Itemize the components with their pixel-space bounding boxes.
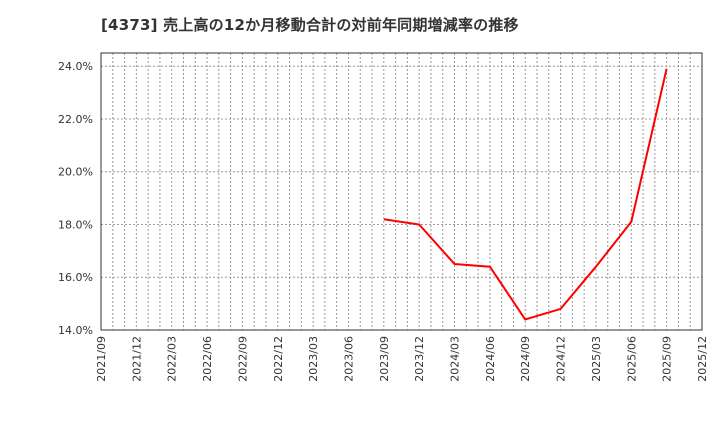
x-tick-label: 2024/12 [555,336,568,382]
chart-title: [4373] 売上高の12か月移動合計の対前年同期増減率の推移 [101,16,519,34]
x-tick-label: 2025/03 [590,336,603,382]
x-tick-label: 2022/06 [201,336,214,382]
y-tick-label: 20.0% [58,166,93,179]
series-line [383,68,668,321]
x-tick-label: 2021/09 [95,336,108,382]
grid-lines [101,53,702,330]
x-tick-label: 2025/09 [661,336,674,382]
x-tick-label: 2023/03 [307,336,320,382]
data-series [383,68,668,321]
x-axis: 2021/09 2021/12 2022/03 2022/06 2022/09 2022/… [95,336,709,382]
x-tick-label: 2024/09 [519,336,532,382]
x-tick-label: 2022/09 [236,336,249,382]
y-axis: 14.0% 16.0% 18.0% 20.0% 22.0% 24.0% [58,60,93,337]
x-tick-label: 2023/06 [342,336,355,382]
x-tick-label: 2023/12 [413,336,426,382]
y-tick-label: 14.0% [58,324,93,337]
y-tick-label: 18.0% [58,218,93,231]
x-tick-label: 2025/06 [625,336,638,382]
x-tick-label: 2025/12 [696,336,709,382]
y-tick-label: 16.0% [58,271,93,284]
x-tick-label: 2024/03 [449,336,462,382]
x-tick-label: 2022/12 [272,336,285,382]
plot-frame [100,52,703,331]
x-tick-label: 2022/03 [166,336,179,382]
x-tick-label: 2024/06 [484,336,497,382]
y-tick-label: 24.0% [58,60,93,73]
y-tick-label: 22.0% [58,113,93,126]
x-tick-label: 2023/09 [378,336,391,382]
x-tick-label: 2021/12 [130,336,143,382]
